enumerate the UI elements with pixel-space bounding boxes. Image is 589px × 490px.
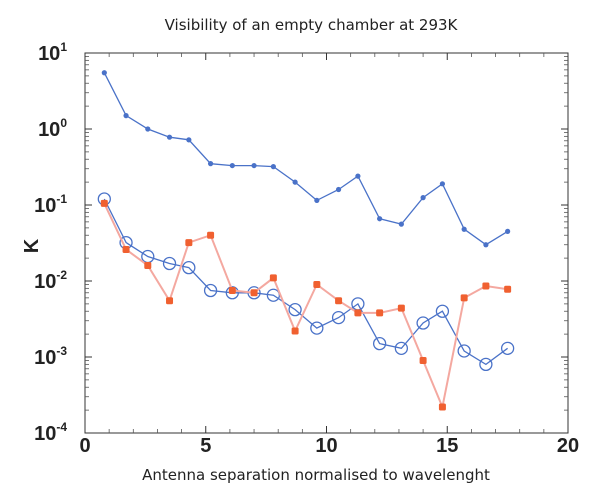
series-3-line — [103, 202, 508, 411]
y-tick-label: 10-4 — [34, 420, 67, 445]
data-point — [310, 321, 324, 335]
data-point — [166, 134, 173, 140]
data-point — [145, 126, 151, 132]
data-point — [355, 173, 361, 179]
data-point — [419, 356, 427, 364]
data-point — [460, 294, 468, 302]
data-point — [225, 286, 239, 300]
plot-frame — [84, 52, 569, 434]
data-point — [398, 221, 404, 227]
data-point — [228, 286, 236, 294]
data-point — [376, 309, 384, 317]
data-point — [505, 228, 511, 234]
data-point — [479, 357, 493, 372]
y-tick-label: 100 — [38, 116, 67, 141]
plot-area — [84, 52, 569, 434]
data-point — [504, 285, 512, 293]
data-point — [166, 297, 174, 305]
data-point — [100, 199, 108, 207]
y-axis-label: K — [21, 238, 43, 253]
data-point — [182, 260, 196, 275]
data-point — [500, 341, 515, 355]
y-tick-label: 10-2 — [34, 268, 67, 293]
data-point — [203, 283, 218, 298]
data-point — [229, 162, 235, 169]
data-point — [377, 216, 383, 222]
x-axis-ticks: 0 5 10 15 20 — [79, 53, 579, 457]
chart-title: Visibility of an empty chamber at 293K — [165, 16, 459, 34]
data-point — [266, 288, 281, 302]
data-point — [123, 113, 129, 119]
data-point — [101, 70, 107, 76]
data-point — [162, 256, 177, 271]
x-tick-label: 5 — [200, 435, 211, 457]
data-point — [457, 344, 471, 358]
data-point — [313, 280, 321, 288]
data-point — [372, 336, 387, 351]
x-tick-label: 20 — [557, 435, 579, 457]
data-point — [461, 226, 467, 232]
data-point — [439, 181, 446, 187]
data-point — [144, 261, 152, 269]
y-axis-ticks: 101 100 10-1 10-2 10-3 10-4 — [34, 40, 568, 445]
data-point — [438, 403, 446, 411]
data-point — [288, 302, 302, 317]
series-layer — [97, 70, 515, 411]
data-point — [416, 316, 430, 330]
x-axis-label: Antenna separation normalised to wavelen… — [142, 466, 490, 484]
data-point — [122, 245, 130, 253]
data-point — [207, 231, 215, 239]
data-point — [270, 164, 276, 170]
data-point — [185, 239, 193, 247]
data-point — [420, 195, 426, 201]
data-point — [186, 137, 192, 143]
series-3 — [100, 199, 512, 411]
series-2-line — [103, 198, 508, 366]
data-point — [397, 304, 405, 312]
data-point — [394, 341, 409, 355]
x-tick-label: 0 — [79, 435, 90, 457]
data-point — [331, 310, 346, 325]
y-tick-label: 10-3 — [34, 344, 67, 369]
data-point — [269, 274, 277, 282]
data-point — [482, 282, 490, 290]
series-2 — [97, 192, 515, 372]
data-point — [207, 161, 214, 167]
x-tick-label: 15 — [436, 435, 458, 457]
data-point — [314, 197, 320, 203]
x-tick-label: 10 — [315, 435, 337, 457]
data-point — [292, 179, 298, 185]
data-point — [291, 327, 299, 335]
y-tick-label: 101 — [38, 40, 67, 65]
data-point — [250, 289, 258, 297]
data-point — [335, 186, 342, 193]
data-point — [435, 304, 450, 318]
data-point — [251, 162, 257, 169]
series-1-line — [103, 72, 508, 246]
data-point — [335, 297, 343, 305]
series-1 — [101, 70, 511, 248]
data-point — [483, 242, 489, 248]
y-tick-label: 10-1 — [34, 192, 67, 217]
data-point — [354, 309, 362, 317]
